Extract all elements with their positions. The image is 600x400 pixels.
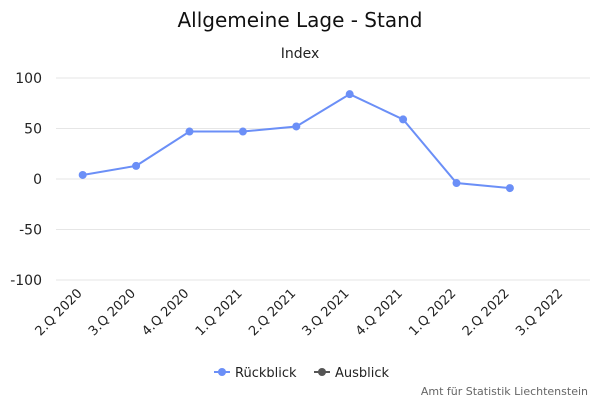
legend-label: Rückblick [235,366,297,381]
y-tick-label: -100 [10,273,42,289]
x-tick-label: 2.Q 2021 [246,286,299,339]
series-line [82,93,510,190]
y-tick-label: 50 [24,122,42,138]
data-point[interactable] [185,127,194,136]
y-tick-label: -50 [19,223,42,239]
data-point[interactable] [78,170,87,179]
data-point[interactable] [292,122,301,131]
data-point[interactable] [238,127,247,136]
series-layer [78,90,514,193]
x-tick-label: 1.Q 2021 [193,286,246,339]
y-tick-label: 0 [33,172,42,188]
data-point[interactable] [452,179,461,188]
x-tick-label: 4.Q 2021 [353,286,406,339]
data-point[interactable] [399,115,408,124]
legend-item[interactable]: Rückblick [214,366,297,381]
data-point[interactable] [505,184,514,193]
data-point[interactable] [345,90,354,99]
x-tick-label: 2.Q 2020 [33,286,86,339]
y-tick-label: 100 [15,71,42,87]
legend: Rückblick Ausblick [214,366,390,381]
legend-item[interactable]: Ausblick [314,366,390,381]
x-tick-label: 2.Q 2022 [460,286,513,339]
y-axis-ticks: 100 50 0 -50 -100 [10,71,42,289]
x-tick-label: 3.Q 2021 [300,286,353,339]
credits[interactable]: Amt für Statistik Liechtenstein [421,385,588,398]
x-tick-label: 1.Q 2022 [406,286,459,339]
x-tick-label: 3.Q 2020 [86,286,139,339]
x-tick-label: 4.Q 2020 [139,286,192,339]
legend-marker-icon [318,368,326,376]
chart-title: Allgemeine Lage - Stand [178,8,423,32]
legend-marker-icon [218,368,226,376]
x-tick-label: 3.Q 2022 [513,286,566,339]
legend-label: Ausblick [335,366,390,381]
chart-subtitle: Index [281,46,320,62]
grid [56,77,590,281]
data-point[interactable] [132,161,141,170]
x-axis-ticks: 2.Q 2020 3.Q 2020 4.Q 2020 1.Q 2021 2.Q 2021… [33,286,567,339]
